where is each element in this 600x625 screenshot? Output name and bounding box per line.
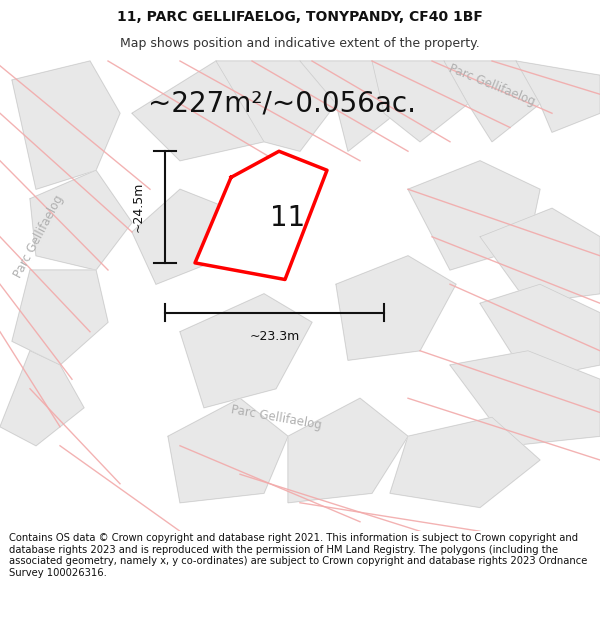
Polygon shape xyxy=(168,398,288,502)
Text: ~227m²/~0.056ac.: ~227m²/~0.056ac. xyxy=(148,90,416,118)
Polygon shape xyxy=(12,61,120,189)
Polygon shape xyxy=(450,351,600,446)
Polygon shape xyxy=(216,61,336,151)
Polygon shape xyxy=(195,151,327,279)
Polygon shape xyxy=(288,398,408,502)
Polygon shape xyxy=(12,270,108,365)
Polygon shape xyxy=(444,61,540,142)
Polygon shape xyxy=(132,189,228,284)
Text: ~24.5m: ~24.5m xyxy=(131,182,145,232)
Polygon shape xyxy=(390,418,540,508)
Polygon shape xyxy=(0,351,84,446)
Polygon shape xyxy=(480,208,600,303)
Polygon shape xyxy=(336,256,456,360)
Polygon shape xyxy=(180,294,312,408)
Polygon shape xyxy=(372,61,468,142)
Text: Contains OS data © Crown copyright and database right 2021. This information is : Contains OS data © Crown copyright and d… xyxy=(9,533,587,578)
Polygon shape xyxy=(300,61,396,151)
Text: 11, PARC GELLIFAELOG, TONYPANDY, CF40 1BF: 11, PARC GELLIFAELOG, TONYPANDY, CF40 1B… xyxy=(117,10,483,24)
Polygon shape xyxy=(480,284,600,379)
Text: Map shows position and indicative extent of the property.: Map shows position and indicative extent… xyxy=(120,36,480,49)
Text: Parc Gellifaelog: Parc Gellifaelog xyxy=(12,193,66,280)
Text: ~23.3m: ~23.3m xyxy=(250,330,299,343)
Text: Parc Gellifaelog: Parc Gellifaelog xyxy=(447,61,537,108)
Polygon shape xyxy=(132,61,288,161)
Polygon shape xyxy=(30,170,132,270)
Text: Parc Gellifaelog: Parc Gellifaelog xyxy=(230,403,322,432)
Text: 11: 11 xyxy=(270,204,305,232)
Polygon shape xyxy=(516,61,600,132)
Polygon shape xyxy=(408,161,540,270)
